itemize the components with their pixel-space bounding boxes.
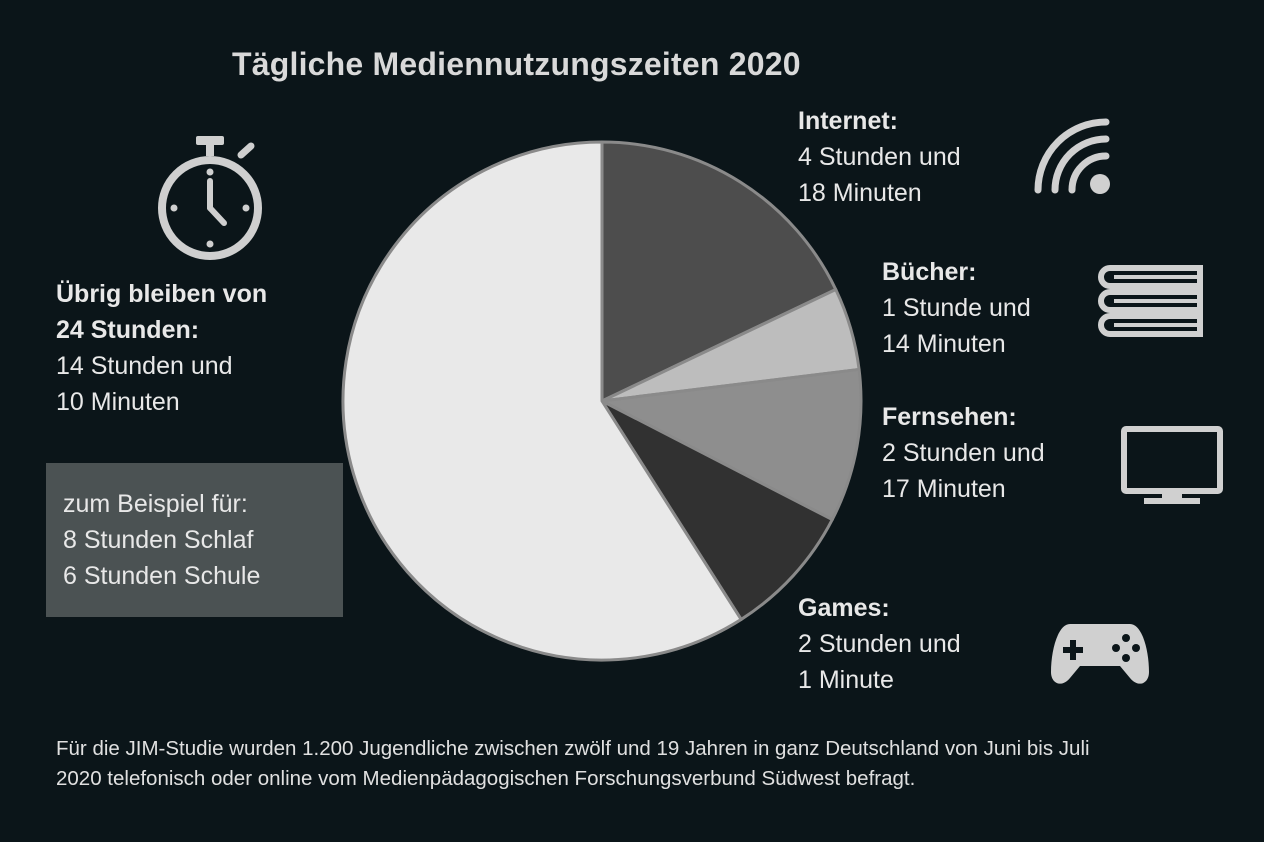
label-buecher-line-2: 14 Minuten [882,330,1006,358]
remaining-value-1: 14 Stunden und [56,352,233,380]
footnote-line-2: 2020 telefonisch oder online vom Medienp… [56,767,916,790]
label-buecher-head: Bücher: [882,258,977,286]
books-icon [1096,264,1204,340]
label-internet-line-2: 18 Minuten [798,179,922,207]
label-internet: Internet: 4 Stunden und 18 Minuten [798,103,961,211]
gamepad-icon [1050,620,1150,688]
example-line-3: 6 Stunden Schule [63,562,261,590]
pie-slice-games [600,399,834,621]
remaining-value-2: 10 Minuten [56,388,180,416]
label-fernsehen: Fernsehen: 2 Stunden und 17 Minuten [882,399,1045,507]
stopwatch-icon [152,133,268,261]
label-buecher-line-1: 1 Stunde und [882,294,1031,322]
label-internet-line-1: 4 Stunden und [798,143,961,171]
chart-title: Tägliche Mediennutzungszeiten 2020 [232,46,801,82]
label-games-line-2: 1 Minute [798,666,894,694]
label-fernsehen-line-1: 2 Stunden und [882,439,1045,467]
remaining-head-2: 24 Stunden: [56,316,200,344]
label-buecher: Bücher: 1 Stunde und 14 Minuten [882,254,1031,362]
label-fernsehen-head: Fernsehen: [882,403,1017,431]
example-line-2: 8 Stunden Schlaf [63,526,254,554]
example-line-1: zum Beispiel für: [63,490,248,518]
example-box: zum Beispiel für: 8 Stunden Schlaf 6 Stu… [46,463,343,617]
label-games-line-1: 2 Stunden und [798,630,961,658]
pie-slice--brig [341,140,743,662]
label-games-head: Games: [798,594,890,622]
footnote-line-1: Für die JIM-Studie wurden 1.200 Jugendli… [56,737,1090,760]
tv-icon [1120,426,1224,506]
footnote: Für die JIM-Studie wurden 1.200 Jugendli… [56,734,1236,794]
label-internet-head: Internet: [798,107,898,135]
remaining-head-1: Übrig bleiben von [56,280,268,308]
label-games: Games: 2 Stunden und 1 Minute [798,590,961,698]
wifi-icon [1028,112,1116,196]
pie-slice-internet [600,140,838,403]
remaining-label: Übrig bleiben von 24 Stunden: 14 Stunden… [56,276,267,420]
label-fernsehen-line-2: 17 Minuten [882,475,1006,503]
pie-chart [330,130,874,679]
pie-slice-fernsehen [600,367,863,522]
